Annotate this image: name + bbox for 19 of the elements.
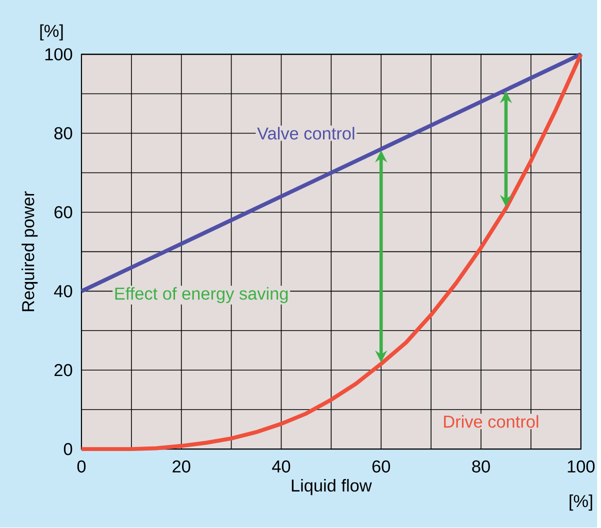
y-tick-label: 20 (54, 364, 72, 376)
y-tick-label: 80 (54, 127, 72, 140)
text: [%] (40, 24, 63, 41)
x-tick-label: 20 (172, 460, 190, 473)
y-axis-title: Required power (22, 191, 38, 312)
y-tick-label: 0 (64, 443, 72, 456)
x-tick-label: 100 (568, 460, 595, 473)
y-tick-label: 40 (54, 285, 72, 298)
y-tick-label: 60 (54, 206, 72, 219)
text: [%] (570, 494, 592, 511)
y-tick-label: 100 (45, 48, 72, 61)
annotation: Effect of energy saving (115, 287, 288, 304)
x-tick-label: 60 (372, 460, 390, 473)
series-label: Valve control (257, 127, 354, 140)
x-tick-label: 0 (77, 460, 86, 473)
text: Drive control (444, 415, 538, 428)
x-tick-label: 80 (472, 460, 490, 473)
x-axis-title: Liquid flow (292, 479, 372, 496)
x-tick-label: 40 (272, 460, 290, 473)
